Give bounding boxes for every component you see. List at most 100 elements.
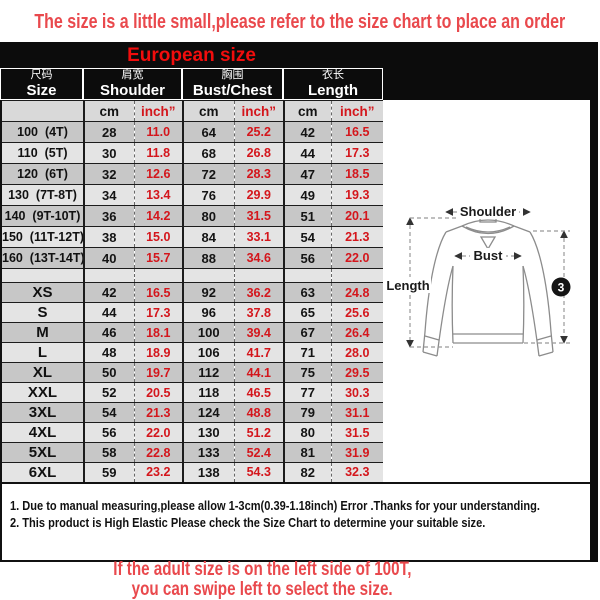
size-cell: 4XL bbox=[1, 422, 84, 443]
inch-value: 28.0 bbox=[330, 342, 384, 363]
top-notice-text: The size is a little small,please refer … bbox=[34, 10, 566, 33]
inch-value: 19.3 bbox=[330, 184, 384, 206]
unit-inch-header: inch” bbox=[233, 100, 284, 122]
cm-value: 81 bbox=[283, 442, 331, 463]
size-row-XXL: XXL 52 20.5 118 46.5 77 30.3 bbox=[1, 382, 384, 403]
inch-value: 31.5 bbox=[233, 205, 284, 227]
cm-value: 52 bbox=[83, 382, 134, 403]
column-header-bust: 胸围 Bust/Chest bbox=[182, 68, 283, 100]
size-cell: M bbox=[1, 322, 84, 343]
size-row-M: M 46 18.1 100 39.4 67 26.4 bbox=[1, 322, 384, 343]
inch-value: 54.3 bbox=[233, 462, 284, 483]
cm-value: 65 bbox=[283, 302, 331, 323]
cm-value: 75 bbox=[283, 362, 331, 383]
cm-value: 44 bbox=[283, 142, 331, 164]
inch-value: 28.3 bbox=[233, 163, 284, 185]
size-cell: 5XL bbox=[1, 442, 84, 463]
unit-cm-header: cm bbox=[283, 100, 331, 122]
cm-value: 54 bbox=[83, 402, 134, 423]
size-cell: 130 (7T-8T) bbox=[1, 184, 84, 206]
cm-value: 34 bbox=[83, 184, 134, 206]
column-header-shoulder-zh: 肩宽 bbox=[121, 69, 144, 81]
cm-value: 50 bbox=[83, 362, 134, 383]
size-row-L: L 48 18.9 106 41.7 71 28.0 bbox=[1, 342, 384, 363]
inch-value: 25.6 bbox=[330, 302, 384, 323]
inch-value: 12.6 bbox=[133, 163, 183, 185]
size-row-160: 160 (13T-14T) 40 15.7 88 34.6 56 22.0 bbox=[1, 247, 384, 269]
size-cell: 120 (6T) bbox=[1, 163, 84, 185]
cm-value: 76 bbox=[182, 184, 234, 206]
inch-value: 23.2 bbox=[133, 462, 183, 483]
inch-value: 11.8 bbox=[133, 142, 183, 164]
length-label: Length bbox=[386, 278, 429, 293]
cm-value: 63 bbox=[283, 282, 331, 303]
cm-value: 40 bbox=[83, 247, 134, 269]
spacer-cell bbox=[283, 268, 331, 283]
unit-inch-header: inch” bbox=[133, 100, 183, 122]
size-row-130: 130 (7T-8T) 34 13.4 76 29.9 49 19.3 bbox=[1, 184, 384, 206]
column-header-size-zh: 尺码 bbox=[30, 69, 53, 81]
inch-value: 30.3 bbox=[330, 382, 384, 403]
cm-value: 138 bbox=[182, 462, 234, 483]
table-header-band: European size 尺码 Size 肩宽 Shoulder 胸围 Bus… bbox=[0, 42, 598, 100]
cm-value: 47 bbox=[283, 163, 331, 185]
size-row-6XL: 6XL 59 23.2 138 54.3 82 32.3 bbox=[1, 462, 384, 483]
note-line-2: 2. This product is High Elastic Please c… bbox=[10, 514, 590, 531]
inch-value: 36.2 bbox=[233, 282, 284, 303]
inch-value: 44.1 bbox=[233, 362, 284, 383]
top-notice: The size is a little small,please refer … bbox=[0, 5, 600, 39]
unit-cm-header: cm bbox=[182, 100, 234, 122]
size-cell: 140 (9T-10T) bbox=[1, 205, 84, 227]
column-header-length-zh: 衣长 bbox=[322, 69, 344, 81]
inch-value: 25.2 bbox=[233, 121, 284, 143]
table-title: European size bbox=[127, 45, 256, 66]
cm-value: 130 bbox=[182, 422, 234, 443]
size-row-XL: XL 50 19.7 112 44.1 75 29.5 bbox=[1, 362, 384, 383]
note-line-1: 1. Due to manual measuring,please allow … bbox=[10, 497, 590, 514]
column-header-shoulder-en: Shoulder bbox=[99, 82, 165, 99]
cm-value: 77 bbox=[283, 382, 331, 403]
cm-value: 88 bbox=[182, 247, 234, 269]
cm-value: 68 bbox=[182, 142, 234, 164]
inch-value: 16.5 bbox=[330, 121, 384, 143]
inch-value: 22.8 bbox=[133, 442, 183, 463]
inch-value: 31.1 bbox=[330, 402, 384, 423]
size-cell: 6XL bbox=[1, 462, 84, 483]
inch-value: 13.4 bbox=[133, 184, 183, 206]
inch-value: 31.9 bbox=[330, 442, 384, 463]
inch-value: 52.4 bbox=[233, 442, 284, 463]
inch-value: 31.5 bbox=[330, 422, 384, 443]
notes-box: 1. Due to manual measuring,please allow … bbox=[0, 482, 590, 562]
cm-value: 56 bbox=[283, 247, 331, 269]
spacer-row bbox=[1, 268, 384, 283]
spacer-cell bbox=[83, 268, 134, 283]
size-row-140: 140 (9T-10T) 36 14.2 80 31.5 51 20.1 bbox=[1, 205, 384, 227]
inch-value: 34.6 bbox=[233, 247, 284, 269]
size-cell: L bbox=[1, 342, 84, 363]
spacer-cell bbox=[182, 268, 234, 283]
size-table: cm inch” cm inch” cm inch” 100 (4T) 28 11.0 64 25.… bbox=[0, 100, 385, 484]
inch-value: 29.5 bbox=[330, 362, 384, 383]
size-cell: XXL bbox=[1, 382, 84, 403]
size-row-XS: XS 42 16.5 92 36.2 63 24.8 bbox=[1, 282, 384, 303]
inch-value: 41.7 bbox=[233, 342, 284, 363]
sweater-outline bbox=[422, 215, 554, 357]
cm-value: 118 bbox=[182, 382, 234, 403]
cm-value: 49 bbox=[283, 184, 331, 206]
bottom-notice: If the adult size is on the left side of… bbox=[0, 560, 524, 600]
size-cell: S bbox=[1, 302, 84, 323]
spacer-cell bbox=[1, 268, 84, 283]
inch-value: 14.2 bbox=[133, 205, 183, 227]
bust-label: Bust bbox=[474, 248, 504, 263]
right-border-strip bbox=[590, 100, 598, 562]
inch-value: 11.0 bbox=[133, 121, 183, 143]
cm-value: 58 bbox=[83, 442, 134, 463]
size-cell: 3XL bbox=[1, 402, 84, 423]
size-cell: 110 (5T) bbox=[1, 142, 84, 164]
cm-value: 44 bbox=[83, 302, 134, 323]
sweater-diagram-svg: Shoulder Bust Length 3 bbox=[385, 204, 571, 357]
column-header-bust-en: Bust/Chest bbox=[192, 82, 273, 99]
cm-value: 100 bbox=[182, 322, 234, 343]
size-row-110: 110 (5T) 30 11.8 68 26.8 44 17.3 bbox=[1, 142, 384, 164]
cm-value: 32 bbox=[83, 163, 134, 185]
